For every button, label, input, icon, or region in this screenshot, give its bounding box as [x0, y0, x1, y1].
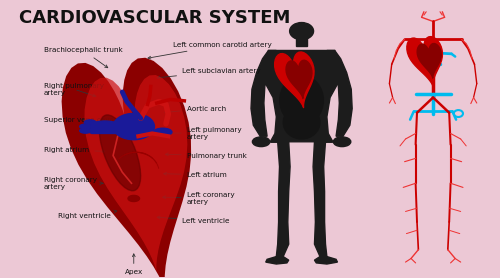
Polygon shape	[327, 51, 352, 136]
Text: Brachiocephalic trunk: Brachiocephalic trunk	[44, 48, 123, 68]
Polygon shape	[84, 75, 188, 272]
FancyBboxPatch shape	[296, 38, 307, 46]
Ellipse shape	[92, 121, 121, 132]
Ellipse shape	[154, 128, 172, 136]
Ellipse shape	[283, 106, 320, 139]
Polygon shape	[417, 44, 441, 78]
Text: Right pulmonary
artery: Right pulmonary artery	[44, 83, 104, 97]
Text: Right ventricle: Right ventricle	[58, 210, 117, 219]
Ellipse shape	[113, 113, 154, 140]
Ellipse shape	[80, 124, 91, 129]
Polygon shape	[314, 257, 338, 264]
Text: Apex: Apex	[124, 254, 143, 275]
Text: Left pulmonary
artery: Left pulmonary artery	[166, 127, 242, 140]
Polygon shape	[274, 52, 314, 108]
Polygon shape	[266, 257, 288, 264]
Text: Superior vena cava: Superior vena cava	[44, 117, 114, 123]
Text: Aortic arch: Aortic arch	[165, 106, 226, 113]
Ellipse shape	[128, 195, 140, 202]
Ellipse shape	[80, 128, 91, 133]
Ellipse shape	[84, 120, 96, 125]
Text: Left coronary
artery: Left coronary artery	[163, 192, 234, 205]
Polygon shape	[286, 60, 312, 98]
Ellipse shape	[334, 137, 351, 147]
FancyBboxPatch shape	[90, 122, 124, 133]
Text: Left ventricle: Left ventricle	[157, 216, 230, 224]
Polygon shape	[313, 142, 333, 257]
Ellipse shape	[290, 23, 314, 40]
Ellipse shape	[100, 115, 140, 191]
Text: Right coronary
artery: Right coronary artery	[44, 177, 103, 190]
Polygon shape	[270, 142, 290, 257]
Text: Left atrium: Left atrium	[164, 172, 226, 178]
Text: Left subclavian artery: Left subclavian artery	[157, 68, 260, 79]
Polygon shape	[251, 51, 276, 136]
Polygon shape	[407, 37, 442, 86]
Polygon shape	[62, 58, 191, 278]
Ellipse shape	[252, 137, 270, 147]
Ellipse shape	[280, 75, 324, 125]
Text: CARDIOVASCULAR SYSTEM: CARDIOVASCULAR SYSTEM	[19, 9, 290, 27]
Polygon shape	[262, 51, 340, 142]
Text: Left common carotid artery: Left common carotid artery	[148, 42, 272, 59]
Text: Right atrium: Right atrium	[44, 147, 105, 153]
Text: Pulmonary trunk: Pulmonary trunk	[166, 153, 246, 158]
